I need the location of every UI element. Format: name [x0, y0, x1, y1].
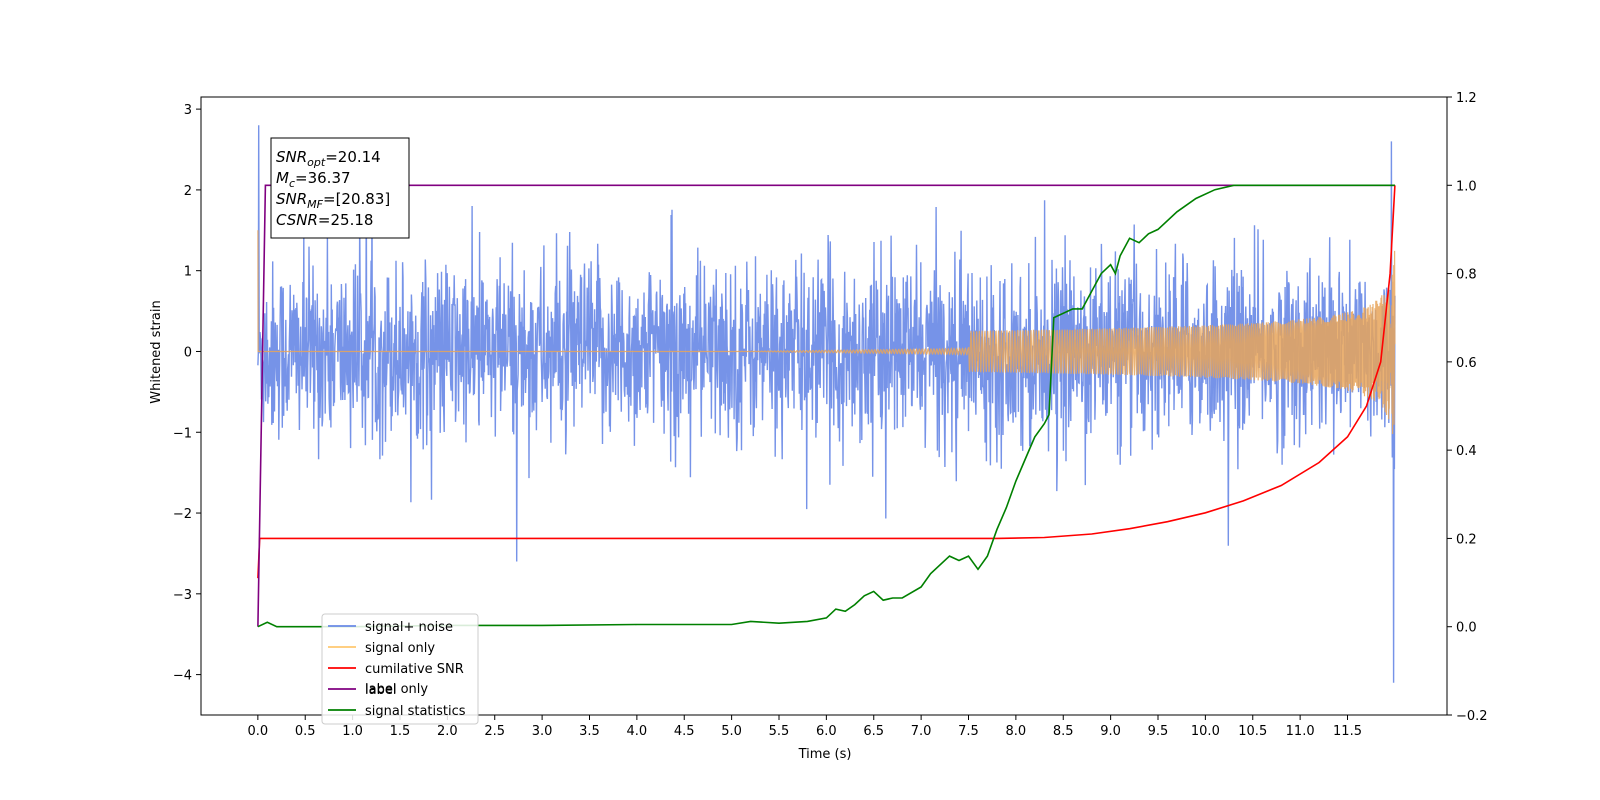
- x-tick-label: 0.5: [295, 724, 316, 739]
- series-cumulative-snr-line: [257, 185, 1396, 579]
- annotation-subscript: MF: [307, 198, 323, 211]
- annotation-line: SNRMF=[20.83]: [276, 190, 390, 211]
- legend-entry-label: signal statistics: [365, 704, 466, 719]
- plot-frame: [200, 96, 1448, 716]
- x-tick-label: 5.0: [721, 724, 742, 739]
- y-right-tick-label: 1.0: [1456, 179, 1477, 194]
- y-left-tick-label: 1: [184, 265, 192, 280]
- series-group: [257, 125, 1396, 683]
- series-signal-only-line: [257, 230, 1396, 435]
- annotation-frame: [270, 137, 410, 239]
- y-right-tick-label: 1.2: [1456, 91, 1477, 106]
- x-tick-label: 2.5: [484, 724, 505, 739]
- x-tick-label: 10.0: [1191, 724, 1220, 739]
- annotation-line: SNRopt=20.14: [276, 148, 381, 169]
- x-tick-label: 11.0: [1286, 724, 1315, 739]
- y-axis-left-label: Whitened strain: [149, 300, 164, 403]
- annotation-subscript: opt: [307, 156, 326, 169]
- x-tick-label: 11.5: [1333, 724, 1362, 739]
- y-right-tick-label: 0.0: [1456, 621, 1477, 636]
- y-left-tick-label: 2: [184, 184, 192, 199]
- annotation-line: CSNR=25.18: [276, 211, 373, 229]
- stats-annotation-box: SNRopt=20.14Mc=36.37SNRMF=[20.83]CSNR=25…: [270, 137, 410, 239]
- x-tick-label: 8.5: [1053, 724, 1074, 739]
- x-tick-label: 1.0: [342, 724, 363, 739]
- annotation-line: Mc=36.37: [276, 169, 351, 190]
- y-right-tick-label: −0.2: [1456, 709, 1488, 724]
- x-tick-label: 2.0: [437, 724, 458, 739]
- x-tick-label: 7.5: [958, 724, 979, 739]
- x-tick-label: 4.0: [627, 724, 648, 739]
- legend: label only signal+ noise signal only cumila…: [321, 613, 479, 725]
- y-left-tick-label: −3: [173, 588, 192, 603]
- annotation-symbol: SNR: [276, 190, 307, 208]
- x-tick-label: 3.5: [579, 724, 600, 739]
- y-left-tick-label: 0: [184, 345, 192, 360]
- y-left-tick-label: −2: [173, 507, 192, 522]
- y-right-tick-label: 0.6: [1456, 356, 1477, 371]
- x-tick-label: 4.5: [674, 724, 695, 739]
- legend-entry-label: signal+ noise: [365, 620, 453, 635]
- x-tick-label: 3.0: [532, 724, 553, 739]
- legend-entry-label: signal only: [365, 641, 435, 656]
- series-label-line: [257, 184, 1395, 627]
- annotation-symbol: M: [276, 169, 289, 187]
- plot-area: [257, 125, 1396, 683]
- annotation-symbol: SNR: [276, 148, 307, 166]
- annotation-symbol: CSNR: [276, 211, 318, 229]
- y-right-tick-label: 0.2: [1456, 532, 1477, 547]
- axes-group: 0.0 0.5 1.0 1.5 2.0 2.5 3.0 3.5 4.0 4.5 5.0 5.5 6.0 6…: [173, 91, 1488, 739]
- x-tick-label: 10.5: [1238, 724, 1267, 739]
- legend-ghost-text: label only: [365, 682, 428, 697]
- y-left-tick-label: −1: [173, 426, 192, 441]
- y-left-tick-label: 3: [184, 103, 192, 118]
- y-right-tick-label: 0.8: [1456, 268, 1477, 283]
- annotation-value: =20.14: [325, 148, 381, 166]
- y-left-tick-label: −4: [173, 669, 192, 684]
- x-tick-label: 1.5: [390, 724, 411, 739]
- legend-entry-label: label: [365, 683, 396, 698]
- annotation-subscript: c: [289, 177, 295, 190]
- x-tick-label: 9.0: [1100, 724, 1121, 739]
- y-right-tick-label: 0.4: [1456, 444, 1477, 459]
- annotation-value: =25.18: [318, 211, 374, 229]
- annotation-value: =[20.83]: [323, 190, 390, 208]
- legend-entry-label: cumilative SNR: [365, 662, 464, 677]
- x-axis-label: Time (s): [798, 747, 852, 762]
- x-tick-label: 9.5: [1148, 724, 1169, 739]
- legend-frame: [321, 613, 479, 725]
- x-tick-label: 5.5: [769, 724, 790, 739]
- x-tick-label: 6.5: [863, 724, 884, 739]
- x-tick-label: 0.0: [248, 724, 269, 739]
- x-tick-label: 8.0: [1006, 724, 1027, 739]
- series-signal-statistics-line: [257, 184, 1395, 628]
- x-tick-label: 7.0: [911, 724, 932, 739]
- x-tick-label: 6.0: [816, 724, 837, 739]
- annotation-value: =36.37: [295, 169, 351, 187]
